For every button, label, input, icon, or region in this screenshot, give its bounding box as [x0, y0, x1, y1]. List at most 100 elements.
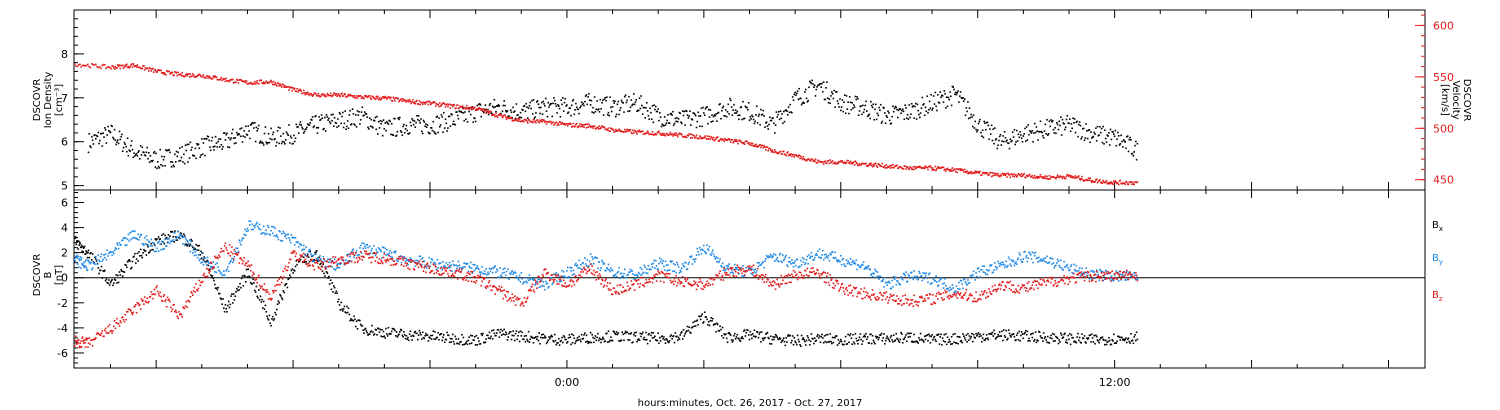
bx-point [634, 335, 637, 337]
density-point [289, 135, 292, 137]
velocity-point [487, 112, 490, 114]
by-point [238, 239, 241, 241]
bx-point [589, 331, 592, 334]
velocity-point [509, 117, 512, 120]
by-point [767, 256, 769, 259]
by-point [499, 267, 501, 269]
velocity-point [209, 77, 212, 80]
velocity-point [1042, 177, 1044, 180]
density-point [152, 152, 155, 154]
velocity-point [426, 100, 429, 103]
by-point [261, 232, 263, 234]
velocity-point [1099, 179, 1101, 181]
velocity-point [85, 64, 88, 67]
bx-point [703, 311, 706, 313]
by-point [714, 258, 717, 260]
by-point [129, 232, 131, 234]
bx-point [351, 319, 354, 321]
density-point [724, 115, 726, 117]
bx-point [114, 279, 117, 281]
density-point [525, 102, 527, 105]
bx-point [1130, 340, 1133, 342]
by-point [228, 262, 231, 265]
bx-point [75, 236, 77, 238]
by-point [760, 262, 763, 265]
bx-point [456, 342, 459, 345]
by-point [616, 271, 619, 274]
by-point [270, 229, 272, 232]
by-point [146, 239, 148, 241]
by-point [726, 267, 729, 269]
bx-point [84, 253, 87, 255]
density-point [375, 128, 377, 131]
velocity-point [496, 115, 498, 117]
bx-point [844, 335, 847, 338]
bx-point [171, 230, 174, 233]
density-point [1005, 140, 1007, 143]
y-tick-label: 600 [1433, 19, 1454, 32]
density-point [137, 151, 139, 153]
by-point [575, 265, 578, 267]
velocity-point [831, 161, 833, 163]
by-point [618, 266, 620, 269]
by-point [676, 261, 678, 264]
by-point [588, 260, 591, 263]
bx-point [404, 337, 407, 340]
density-point [1133, 151, 1135, 153]
bx-point [386, 333, 388, 335]
bx-point [981, 340, 983, 343]
velocity-point [924, 165, 927, 167]
velocity-point [102, 63, 105, 66]
bx-point [764, 336, 766, 339]
density-point [677, 118, 680, 120]
by-point [394, 252, 396, 254]
density-point [791, 111, 793, 114]
density-point [923, 114, 926, 117]
by-point [700, 252, 703, 255]
by-point [74, 259, 76, 262]
by-point [142, 243, 144, 245]
by-point [417, 260, 419, 262]
bx-point [415, 332, 417, 335]
density-point [146, 146, 148, 149]
velocity-point [732, 141, 734, 144]
by-point [296, 241, 298, 244]
bx-point [277, 300, 280, 302]
by-point [159, 243, 161, 246]
by-point [76, 263, 79, 265]
velocity-point [262, 81, 265, 83]
by-point [145, 235, 148, 237]
density-point [856, 96, 858, 98]
density-point [355, 126, 358, 128]
by-point [232, 261, 234, 264]
density-point [94, 134, 96, 136]
by-point [440, 266, 443, 268]
y-tick-label: 6 [61, 136, 68, 149]
bx-point [746, 329, 748, 331]
velocity-point [1087, 177, 1090, 180]
density-point [874, 108, 876, 111]
by-point [610, 269, 613, 271]
bx-point [135, 262, 137, 264]
density-point [143, 151, 145, 154]
density-point [556, 112, 558, 114]
density-point [1007, 142, 1010, 145]
by-point [272, 226, 275, 228]
density-point [290, 137, 293, 139]
bx-point [820, 335, 822, 338]
velocity-point [845, 161, 848, 164]
bx-point [248, 275, 250, 278]
bx-point [972, 333, 975, 336]
bx-point [450, 341, 452, 343]
by-point [769, 256, 771, 258]
bx-point [542, 333, 545, 336]
bx-point [584, 332, 586, 334]
velocity-point [523, 118, 526, 121]
density-point [853, 104, 855, 106]
bx-point [544, 336, 547, 339]
density-point [408, 132, 411, 134]
bx-point [1054, 340, 1056, 342]
by-point [289, 241, 292, 244]
by-point [132, 230, 135, 232]
velocity-point [733, 140, 735, 143]
